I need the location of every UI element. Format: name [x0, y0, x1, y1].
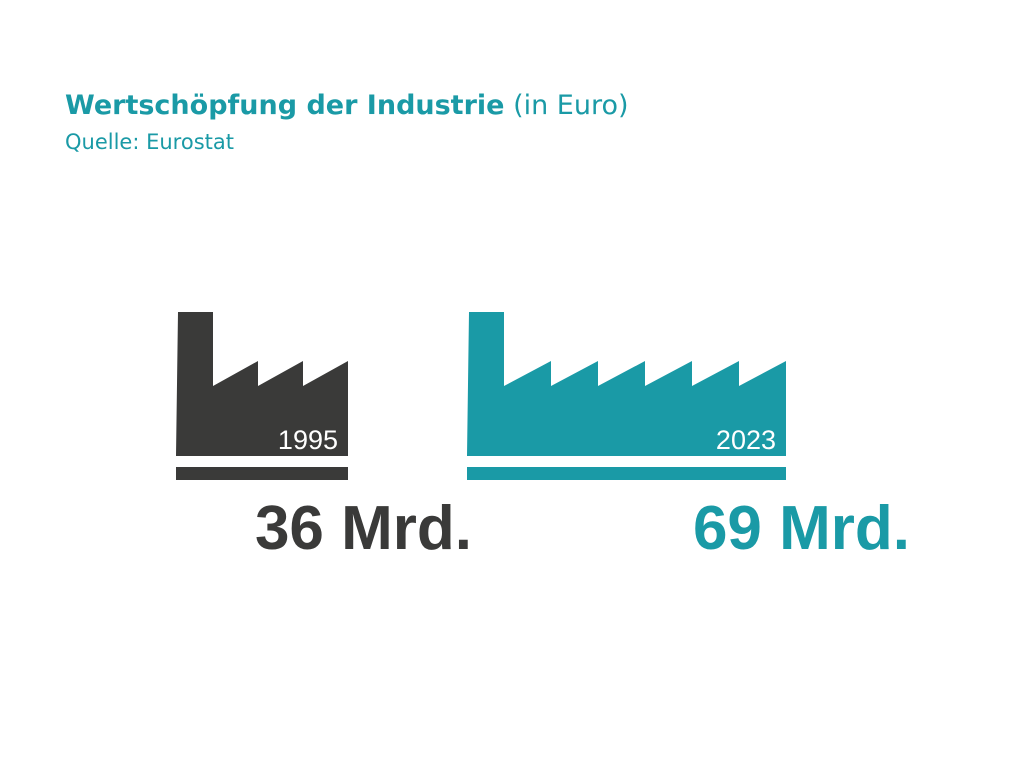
chart-header: Wertschöpfung der Industrie (in Euro) Qu…	[65, 88, 629, 156]
chart-source: Quelle: Eurostat	[65, 130, 234, 154]
factory-body	[176, 312, 348, 456]
factory-body	[467, 312, 786, 456]
chart-title-unit: (in Euro)	[513, 90, 629, 121]
chart-title-bold: Wertschöpfung der Industrie	[65, 90, 505, 121]
value-label: 69 Mrd.	[693, 494, 910, 563]
factory-icon-1995: 1995 36 Mrd.	[176, 312, 472, 563]
value-label: 36 Mrd.	[255, 494, 472, 563]
chart-title: Wertschöpfung der Industrie (in Euro)	[65, 88, 629, 124]
factory-base-bar	[176, 467, 348, 480]
factory-icon-2023: 2023 69 Mrd.	[467, 312, 910, 563]
year-label: 1995	[278, 425, 338, 455]
year-label: 2023	[716, 425, 776, 455]
factory-base-bar	[467, 467, 786, 480]
